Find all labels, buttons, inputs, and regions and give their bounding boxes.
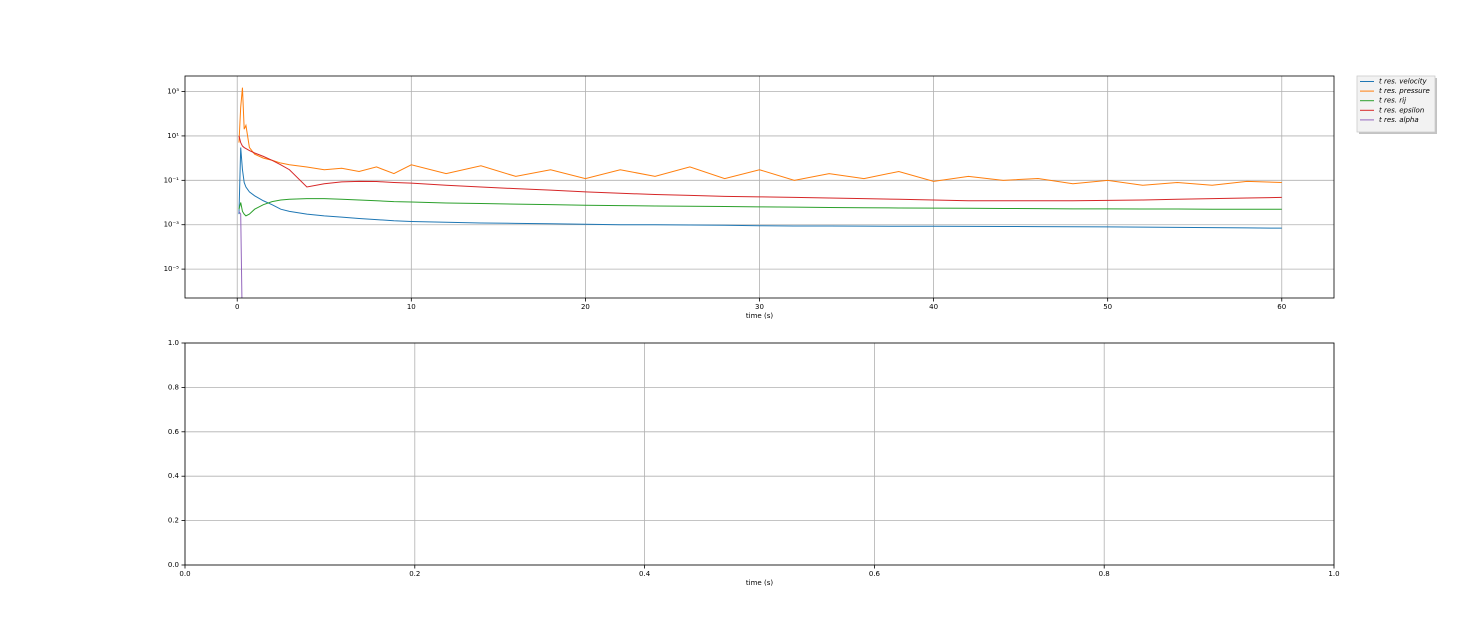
x-tick-label: 40 (929, 303, 938, 311)
plot-frame (184, 75, 1335, 299)
y-tick-label: 0.6 (168, 428, 180, 436)
x-tick-label: 1.0 (1328, 570, 1339, 578)
x-tick-label: 10 (407, 303, 416, 311)
x-tick-label: 0.4 (639, 570, 651, 578)
x-tick-label: 0 (235, 303, 239, 311)
x-axis-label: time (s) (746, 312, 773, 320)
series-line (238, 198, 1282, 217)
x-axis-label: time (s) (746, 579, 773, 587)
x-tick-label: 60 (1277, 303, 1286, 311)
legend-label: t res. epsilon (1379, 106, 1424, 114)
axes: 0 10 20 30 40 50 60 10³ 10¹ 10⁻¹ 10⁻³ 10⁻⁵ time (s) (164, 75, 1335, 320)
series-line (238, 87, 1282, 186)
y-tick-label: 10⁻¹ (164, 176, 180, 184)
x-tick-label: 20 (581, 303, 590, 311)
y-tick-label: 10³ (167, 88, 179, 96)
series-line (238, 211, 243, 298)
y-tick-label: 10¹ (167, 132, 179, 140)
x-tick-label: 0.2 (409, 570, 420, 578)
y-tick-label: 1.0 (168, 339, 179, 347)
x-tick-label: 50 (1103, 303, 1112, 311)
y-tick-label: 10⁻³ (164, 221, 180, 229)
y-tick-label: 0.4 (168, 472, 180, 480)
x-tick-label: 0.0 (179, 570, 190, 578)
y-tick-label: 10⁻⁵ (164, 265, 180, 273)
x-tick-label: 0.6 (869, 570, 881, 578)
x-tick-label: 0.8 (1099, 570, 1110, 578)
axes: 0.0 0.2 0.4 0.6 0.8 1.0 0.0 0.2 0.4 0.6 0.8 1.0 time… (168, 339, 1340, 587)
legend-label: t res. alpha (1379, 116, 1419, 124)
y-tick-label: 0.2 (168, 517, 179, 525)
legend-box (1356, 75, 1436, 133)
y-tick-label: 0.8 (168, 383, 179, 391)
legend-label: t res. pressure (1379, 87, 1430, 95)
series-line (238, 135, 1282, 202)
series-line (238, 147, 1282, 229)
legend-label: t res. rij (1379, 97, 1406, 105)
y-tick-label: 0.0 (168, 561, 179, 569)
legend-label: t res. velocity (1379, 78, 1427, 86)
plot-frame (184, 342, 1335, 566)
x-tick-label: 30 (755, 303, 764, 311)
